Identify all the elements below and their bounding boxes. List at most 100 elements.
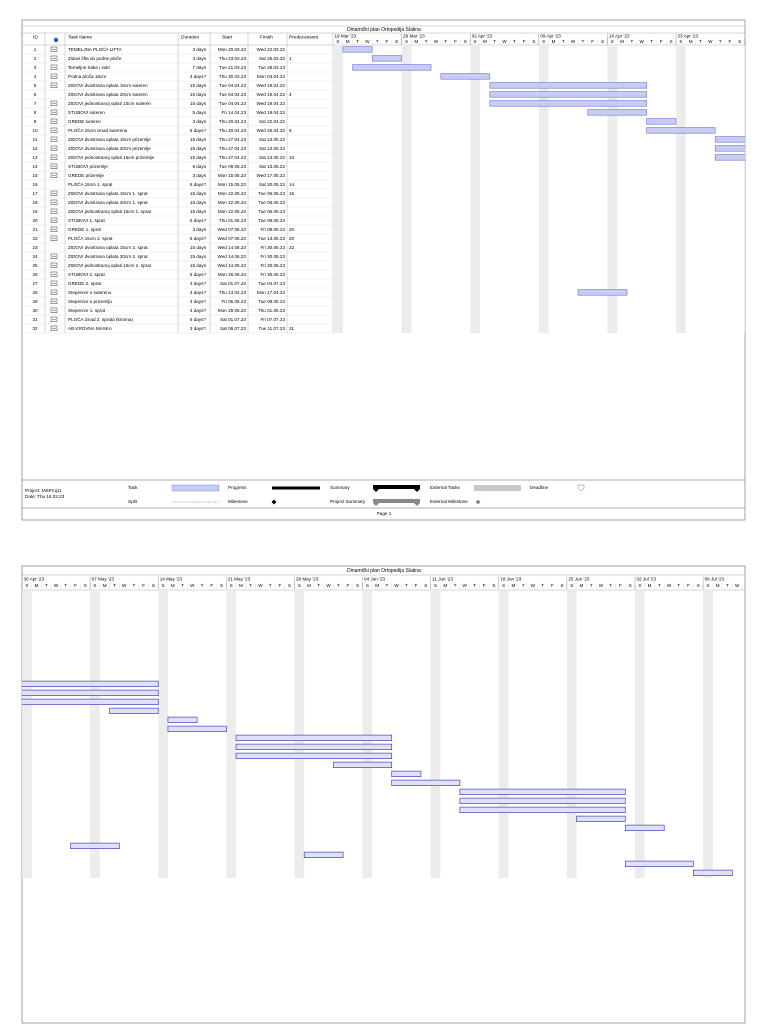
task-start: Mon 20.03.23 [218,47,247,52]
day-letter: M [552,39,556,44]
task-finish: Wed 19.04.23 [256,92,285,97]
task-duration: 3 days [192,227,206,232]
task-duration: 4 days? [190,308,207,313]
day-letter: W [640,39,645,44]
day-letter: T [405,583,408,588]
day-letter: W [599,583,604,588]
task-start: Mon 22.05.23 [218,209,247,214]
task-name: ZIDOVI jednostranoj oplati 15cm 2. sprat [68,263,152,268]
day-letter: M [443,583,447,588]
weekend-band [676,45,686,333]
task-duration: 15 days [190,245,207,250]
task-name: ZIDOVI dvostrana oplata 20cm prizemlje [68,146,151,151]
task-finish: Tue 06.06.23 [258,191,285,196]
task-name: Zidovi lifta do podne ploče [68,56,122,61]
task-start: Wed 07.06.23 [217,236,246,241]
day-letter: W [463,583,468,588]
task-bar [0,690,158,696]
task-start: Tue 04.04.23 [219,83,246,88]
day-letter: S [738,39,741,44]
day-letter: F [619,583,622,588]
legend-label: External Milestone [430,499,468,504]
day-letter: T [650,39,653,44]
day-letter: T [590,583,593,588]
day-letter: T [541,583,544,588]
legend-label: Progress [228,485,247,490]
task-predecessor: 14 [289,182,295,187]
legend-label: Project Summary [330,499,366,504]
week-label: 14 May '23 [160,577,183,582]
task-start: Fri 05.05.23 [221,299,246,304]
task-start: Wed 14.06.23 [217,263,246,268]
title: Dinamički plan Ortopedija Slatina [347,27,421,33]
day-letter: F [660,39,663,44]
day-letter: S [288,583,291,588]
day-letter: W [531,583,536,588]
day-letter: M [648,583,652,588]
task-bar [647,128,716,134]
task-name: ZIDOVI dvostrana oplata 20cm suteren [68,92,148,97]
day-letter: F [591,39,594,44]
task-bar [715,146,768,152]
task-id: 30 [32,308,38,313]
task-name: ZIDOVI dvostrana oplata 20cm 2. sprat [68,254,148,259]
day-letter: S [298,583,301,588]
task-finish: Wed 17.05.23 [256,173,285,178]
task-start: Wed 07.06.23 [217,227,246,232]
week-label: 02 Jul '23 [636,577,656,582]
task-name: ZIDOVI dvostrana oplata 15cm 1. sprat [68,191,148,196]
week-label: 09 Jul '23 [705,577,725,582]
task-name: Stepenice 1. sprat [68,308,106,313]
day-letter: M [346,39,350,44]
day-letter: S [230,583,233,588]
column-header: Duration [181,34,199,40]
task-start: Tue 09.05.23 [219,164,246,169]
weekend-band [402,45,412,333]
task-predecessor: 16 [289,191,295,196]
day-letter: T [444,39,447,44]
day-letter: S [542,39,545,44]
day-letter: F [687,583,690,588]
day-letter: T [473,583,476,588]
task-predecessor: 4 [289,92,292,97]
task-duration: 15 days [190,263,207,268]
task-bar [490,101,647,107]
task-name: GREDE 1. sprat [68,227,102,232]
day-letter: W [571,39,576,44]
day-letter: M [483,39,487,44]
legend-label: Milestone [228,499,248,504]
task-id: 16 [32,182,38,187]
task-start: Thu 23.03.23 [219,56,247,61]
column-header: Predecessors [289,34,319,40]
weekend-band [567,590,577,878]
task-name: Podna ploča 15cm [68,74,106,79]
task-finish: Fri 30.06.23 [260,272,285,277]
task-finish: Sat 20.05.23 [259,182,285,187]
day-letter: T [64,583,67,588]
day-letter: T [513,39,516,44]
task-finish: Fri 09.06.23 [260,227,285,232]
task-predecessor: 1 [289,56,292,61]
task-id: 26 [32,272,38,277]
day-letter: S [395,39,398,44]
day-letter: T [454,583,457,588]
task-id: 31 [32,317,38,322]
legend-external-tasks [474,485,521,491]
task-finish: Sat 13.05.23 [259,146,285,151]
task-id: 17 [32,191,38,196]
task-start: Tue 21.03.23 [219,65,246,70]
task-id: 12 [32,146,38,151]
task-duration: 15 days [190,209,207,214]
task-finish: Sat 25.03.23 [259,56,285,61]
weekend-band [363,590,373,878]
task-id: 32 [32,326,38,331]
task-predecessor: 20 [289,227,295,232]
task-start: Thu 01.06.23 [219,218,247,223]
week-label: 30 Apr '23 [24,577,45,582]
weekend-band [499,590,509,878]
day-letter: S [697,583,700,588]
task-bar [236,735,392,741]
day-letter: M [103,583,107,588]
day-letter: W [190,583,195,588]
day-letter: T [337,583,340,588]
